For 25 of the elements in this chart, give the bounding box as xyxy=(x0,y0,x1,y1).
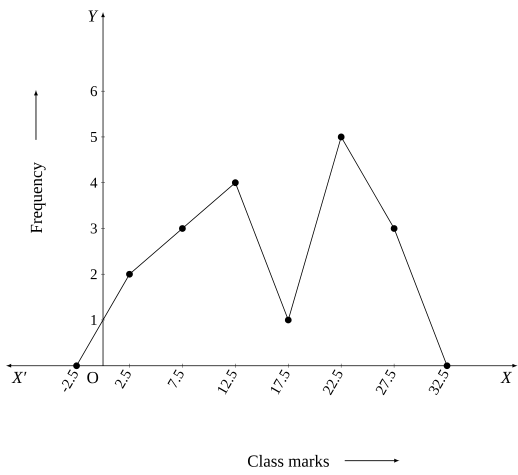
annotation: Y xyxy=(88,10,98,22)
y-tick-label: 1 xyxy=(91,315,97,326)
y-tick-label: 4 xyxy=(90,178,98,188)
point xyxy=(284,316,292,324)
y-axis-title: Frequency xyxy=(30,162,46,234)
text: X xyxy=(500,372,512,384)
y-tick-label: 5 xyxy=(90,132,97,142)
point xyxy=(232,179,239,186)
point xyxy=(73,362,80,370)
point xyxy=(126,271,133,278)
text: X′ xyxy=(12,372,26,384)
point xyxy=(444,362,450,370)
y-tick-label: 3 xyxy=(90,224,97,234)
y-tick-label: 2 xyxy=(90,269,97,280)
x-tick-label: 2.5 xyxy=(114,370,131,389)
x-axis-title: Class marks xyxy=(248,455,329,467)
text: O xyxy=(87,372,98,384)
y-tick-label: 6 xyxy=(90,86,98,96)
point xyxy=(338,134,345,141)
x-tick-label: 12.5 xyxy=(218,370,237,395)
point xyxy=(179,225,186,232)
point xyxy=(390,225,398,232)
x-tick-label: 7.5 xyxy=(167,370,184,388)
x-tick-label: -2.5 xyxy=(62,370,78,392)
x-tick-label: 17.5 xyxy=(271,370,290,395)
